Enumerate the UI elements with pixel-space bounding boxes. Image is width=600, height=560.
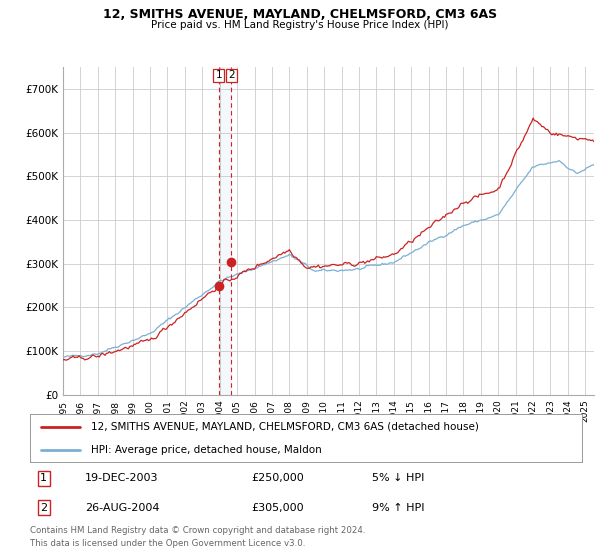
Text: 1: 1	[215, 71, 222, 81]
Text: 26-AUG-2004: 26-AUG-2004	[85, 503, 160, 513]
Text: Price paid vs. HM Land Registry's House Price Index (HPI): Price paid vs. HM Land Registry's House …	[151, 20, 449, 30]
Text: 19-DEC-2003: 19-DEC-2003	[85, 473, 158, 483]
Text: £250,000: £250,000	[251, 473, 304, 483]
Text: Contains HM Land Registry data © Crown copyright and database right 2024.
This d: Contains HM Land Registry data © Crown c…	[30, 526, 365, 548]
Text: 9% ↑ HPI: 9% ↑ HPI	[372, 503, 425, 513]
Text: HPI: Average price, detached house, Maldon: HPI: Average price, detached house, Mald…	[91, 445, 322, 455]
Text: 5% ↓ HPI: 5% ↓ HPI	[372, 473, 425, 483]
Text: £305,000: £305,000	[251, 503, 304, 513]
Text: 12, SMITHS AVENUE, MAYLAND, CHELMSFORD, CM3 6AS (detached house): 12, SMITHS AVENUE, MAYLAND, CHELMSFORD, …	[91, 422, 479, 432]
Text: 2: 2	[40, 503, 47, 513]
Bar	[219, 67, 231, 395]
Text: 2: 2	[228, 71, 235, 81]
Text: 12, SMITHS AVENUE, MAYLAND, CHELMSFORD, CM3 6AS: 12, SMITHS AVENUE, MAYLAND, CHELMSFORD, …	[103, 8, 497, 21]
Text: 1: 1	[40, 473, 47, 483]
